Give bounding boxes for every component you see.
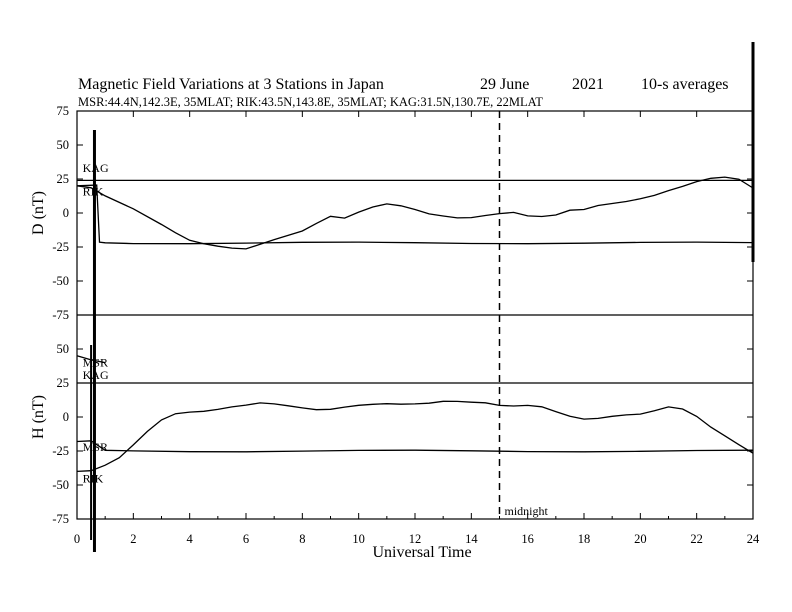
midnight-marker: midnight [498, 111, 549, 519]
x-tick-label: 2 [130, 532, 136, 546]
y-tick-label: 50 [57, 138, 70, 152]
y-tick-label: -50 [52, 274, 69, 288]
x-tick-label: 10 [352, 532, 365, 546]
x-tick-label: 16 [521, 532, 534, 546]
x-tick-label: 22 [690, 532, 703, 546]
x-tick-label: 0 [74, 532, 80, 546]
series-label-rik: RIK [83, 471, 104, 485]
y-tick-label: -75 [52, 308, 69, 322]
y-tick-label: 50 [57, 342, 70, 356]
series-line-rik [76, 176, 754, 250]
y-tick-label: 75 [57, 104, 70, 118]
x-tick-label: 6 [243, 532, 249, 546]
x-tick-label: 20 [634, 532, 647, 546]
x-tick-label: 8 [299, 532, 305, 546]
y-tick-label: 0 [63, 206, 69, 220]
series-label-kag: KAG [83, 368, 109, 382]
d-panel-ylabel: D (nT) [30, 191, 47, 235]
y-tick-label: -25 [52, 444, 69, 458]
series-layer [76, 130, 754, 552]
chart-resolution: 10-s averages [641, 76, 729, 93]
x-ticks: 0 2 4 6 8 10 12 14 16 18 20 22 24 [74, 111, 760, 546]
y-tick-label: 25 [57, 376, 70, 390]
series-line-rik [76, 400, 754, 473]
y-tick-label: -50 [52, 478, 69, 492]
y-tick-label: -25 [52, 240, 69, 254]
midnight-label: midnight [505, 504, 549, 518]
chart-year: 2021 [572, 76, 604, 93]
x-tick-label: 12 [409, 532, 422, 546]
series-label-kag: KAG [83, 161, 109, 175]
series-label-msr: MSR [83, 356, 108, 370]
series-line-msr [76, 184, 754, 245]
x-tick-label: 14 [465, 532, 478, 546]
x-tick-label: 24 [747, 532, 760, 546]
x-tick-label: 4 [187, 532, 194, 546]
series-label-msr: MSR [83, 440, 108, 454]
x-axis-label: Universal Time [372, 544, 471, 561]
y-ticks: 75 50 25 0 -25 -50 -75 50 25 0 -25 -50 -75 [52, 104, 753, 526]
chart-date: 29 June [480, 76, 529, 93]
h-panel-ylabel: H (nT) [30, 395, 47, 439]
y-tick-label: -75 [52, 512, 69, 526]
chart-subtitle: MSR:44.4N,142.3E, 35MLAT; RIK:43.5N,143.… [78, 95, 543, 109]
y-tick-label: 0 [63, 410, 69, 424]
x-tick-label: 18 [578, 532, 591, 546]
chart-title: Magnetic Field Variations at 3 Stations … [78, 76, 384, 93]
series-label-rik: RIK [83, 184, 104, 198]
series-line-msr [76, 440, 754, 453]
y-tick-label: 25 [57, 172, 70, 186]
